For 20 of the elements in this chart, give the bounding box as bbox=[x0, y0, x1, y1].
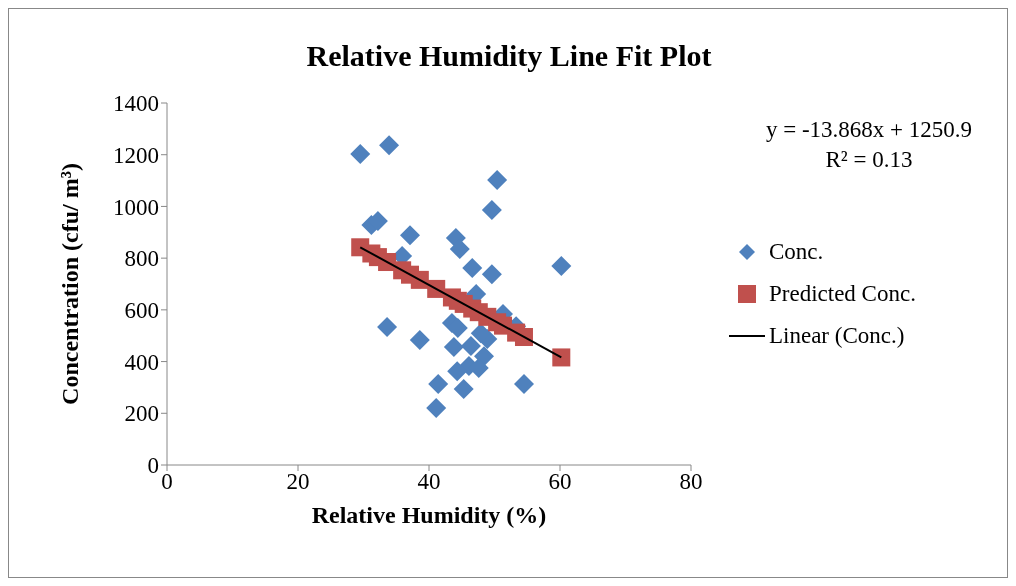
y-tick-label: 1400 bbox=[113, 91, 159, 117]
y-tick-label: 0 bbox=[147, 453, 159, 479]
chart-title: Relative Humidity Line Fit Plot bbox=[305, 39, 713, 73]
y-tick-label: 1200 bbox=[113, 142, 159, 168]
y-tick-label: 600 bbox=[124, 298, 159, 324]
text: R² = 0.13 bbox=[824, 146, 914, 174]
x-tick-label: 60 bbox=[548, 469, 572, 495]
text: y = -13.868x + 1250.9 bbox=[764, 116, 974, 144]
x-axis-title: Relative Humidity (%) bbox=[311, 502, 547, 528]
y-tick-label: 200 bbox=[124, 401, 159, 427]
legend-label: Conc. bbox=[769, 238, 824, 266]
x-tick-label: 20 bbox=[286, 469, 310, 495]
y-tick-label: 1000 bbox=[113, 194, 159, 220]
x-tick-label: 80 bbox=[679, 469, 703, 495]
y-axis-title: Concentration (cfu/ m³) bbox=[56, 163, 83, 405]
legend-label: Predicted Conc. bbox=[769, 280, 916, 308]
legend-label: Linear (Conc.) bbox=[769, 322, 905, 350]
x-tick-label: 40 bbox=[417, 469, 441, 495]
y-tick-label: 400 bbox=[124, 349, 159, 375]
y-tick-label: 800 bbox=[124, 246, 159, 272]
